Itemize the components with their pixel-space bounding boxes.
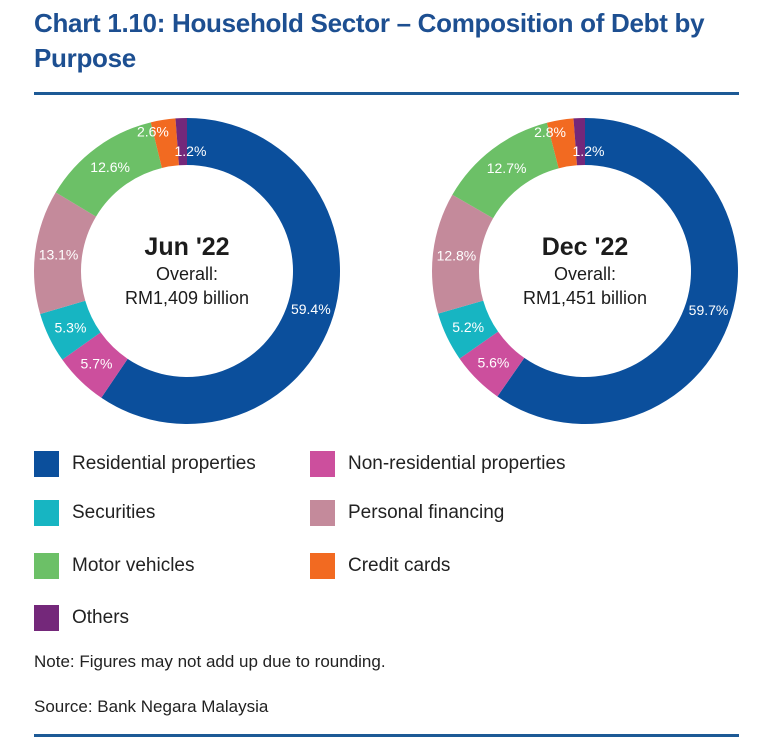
donut-center-overall-label: Overall:	[156, 264, 218, 284]
legend-swatch	[34, 499, 59, 526]
legend-label: Others	[72, 606, 130, 628]
legend-label: Personal financing	[348, 501, 505, 523]
legend-label: Residential properties	[72, 452, 256, 474]
donut-center-total: RM1,409 billion	[125, 288, 249, 308]
legend-item-motor-vehicles: Motor vehicles	[34, 552, 195, 579]
bottom-divider	[34, 734, 739, 737]
legend-item-securities: Securities	[34, 499, 155, 526]
donut-segment-residential-properties	[101, 118, 340, 424]
donut-segment-credit-cards	[150, 118, 180, 169]
data-label-residential-properties: 59.7%	[689, 302, 729, 318]
footnote: Note: Figures may not add up due to roun…	[34, 652, 386, 671]
donut-segment-personal-financing	[34, 192, 97, 314]
donut-segment-personal-financing	[432, 194, 494, 314]
donut-segment-credit-cards	[546, 118, 578, 169]
donut-dec-22: 59.7% 5.6% 5.2% 12.8% 12.7% 2.8% 1.2% Dec '22 Ov…	[432, 118, 738, 424]
data-label-motor-vehicles: 12.6%	[90, 159, 130, 175]
legend-label: Non-residential properties	[348, 452, 566, 474]
data-label-personal-financing: 13.1%	[39, 247, 79, 263]
data-label-securities: 5.2%	[452, 319, 484, 335]
legend-label: Motor vehicles	[72, 554, 195, 576]
donut-segment-non-residential-properties	[62, 332, 128, 398]
legend-swatch	[34, 604, 59, 631]
data-label-non-residential-properties: 5.7%	[81, 356, 113, 372]
data-label-others: 1.2%	[175, 143, 207, 159]
legend-label: Credit cards	[348, 554, 451, 576]
donut-segment-non-residential-properties	[459, 331, 525, 397]
legend-item-others: Others	[34, 604, 129, 631]
donut-center-title: Dec '22	[542, 233, 629, 261]
donut-segment-others	[573, 118, 585, 166]
legend-swatch	[34, 552, 59, 579]
data-label-securities: 5.3%	[55, 319, 87, 335]
data-label-personal-financing: 12.8%	[437, 248, 477, 264]
data-label-others: 1.2%	[573, 143, 605, 159]
donut-charts: 59.4% 5.7% 5.3% 13.1% 12.6% 2.6% 1.2% Jun '22 Ov…	[34, 118, 738, 424]
data-label-non-residential-properties: 5.6%	[477, 355, 509, 371]
legend-item-personal-financing: Personal financing	[310, 499, 504, 526]
donut-segment-motor-vehicles	[452, 122, 559, 219]
donut-center-overall-label: Overall:	[554, 264, 616, 284]
chart-title: Chart 1.10: Household Sector – Compositi…	[34, 8, 705, 73]
data-label-motor-vehicles: 12.7%	[487, 160, 527, 176]
legend-item-credit-cards: Credit cards	[310, 552, 450, 579]
donut-center-total: RM1,451 billion	[523, 288, 647, 308]
legend-swatch	[310, 552, 335, 579]
legend-item-residential: Residential properties	[34, 450, 256, 477]
legend-swatch	[310, 450, 335, 477]
donut-segment-residential-properties	[497, 118, 738, 424]
legend-swatch	[34, 450, 59, 477]
donut-jun-22: 59.4% 5.7% 5.3% 13.1% 12.6% 2.6% 1.2% Jun '22 Ov…	[34, 118, 340, 424]
legend-swatch	[310, 499, 335, 526]
donut-segment-others	[175, 118, 187, 166]
donut-segment-securities	[40, 300, 101, 360]
data-label-credit-cards: 2.8%	[534, 124, 566, 140]
legend-item-non-residential: Non-residential properties	[310, 450, 566, 477]
data-label-residential-properties: 59.4%	[291, 301, 331, 317]
title-divider	[34, 92, 739, 95]
donut-segment-motor-vehicles	[55, 122, 162, 217]
donut-center-title: Jun '22	[144, 233, 229, 261]
data-label-credit-cards: 2.6%	[137, 124, 169, 140]
source-note: Source: Bank Negara Malaysia	[34, 697, 269, 716]
donut-segment-securities	[438, 300, 499, 359]
legend-label: Securities	[72, 501, 156, 523]
